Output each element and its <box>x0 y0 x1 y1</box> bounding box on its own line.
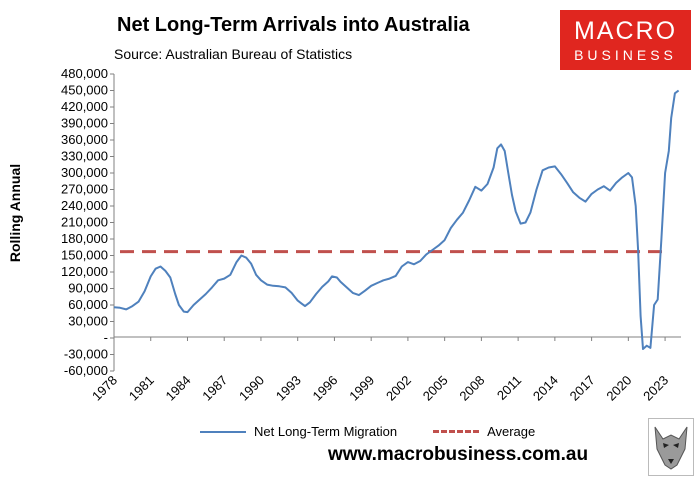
y-tick-label: 360,000 <box>61 132 108 147</box>
y-tick-label: 300,000 <box>61 165 108 180</box>
legend-swatch-line <box>200 430 246 433</box>
y-tick-label: 270,000 <box>61 182 108 197</box>
y-tick-label: 330,000 <box>61 149 108 164</box>
legend-label-average: Average <box>487 424 536 439</box>
logo-line2: BUSINESS <box>574 47 677 63</box>
legend-item-migration: Net Long-Term Migration <box>200 424 397 439</box>
y-tick-label: 150,000 <box>61 248 108 263</box>
y-tick-label: 420,000 <box>61 99 108 114</box>
macrobusiness-logo: MACRO BUSINESS <box>560 10 691 70</box>
y-tick-label: 390,000 <box>61 116 108 131</box>
chart-title: Net Long-Term Arrivals into Australia <box>117 14 470 36</box>
y-tick-label: 210,000 <box>61 215 108 230</box>
x-tick-label: 2005 <box>420 373 451 404</box>
logo-line1: MACRO <box>573 17 678 45</box>
x-tick-label: 2002 <box>383 373 414 404</box>
x-tick-label: 2020 <box>603 373 634 404</box>
legend-label-migration: Net Long-Term Migration <box>254 424 398 439</box>
website-url: www.macrobusiness.com.au <box>328 444 589 465</box>
chart-subtitle: Source: Australian Bureau of Statistics <box>114 46 353 62</box>
y-tick-label: 240,000 <box>61 198 108 213</box>
y-tick-label: 120,000 <box>61 264 108 279</box>
y-tick-label: 480,000 <box>61 66 108 81</box>
x-tick-label: 1993 <box>273 373 304 404</box>
x-tick-label: 1990 <box>236 373 267 404</box>
wolf-logo-icon <box>648 418 694 476</box>
y-tick-label: -60,000 <box>64 363 108 378</box>
x-tick-label: 1984 <box>163 373 194 404</box>
x-tick-label: 2014 <box>530 373 561 404</box>
x-tick-label: 1996 <box>309 373 340 404</box>
y-tick-label: 60,000 <box>68 297 108 312</box>
y-tick-label: 180,000 <box>61 231 108 246</box>
x-tick-label: 2011 <box>494 373 524 403</box>
x-tick-label: 2017 <box>567 373 598 404</box>
x-tick-label: 2023 <box>640 373 671 404</box>
legend-swatch-dash <box>433 430 480 433</box>
x-tick-label: 2008 <box>456 373 487 404</box>
x-tick-label: 1987 <box>199 373 230 404</box>
y-tick-label: 450,000 <box>61 83 108 98</box>
series-line-net-long-term-migration <box>113 89 680 350</box>
x-tick-label: 1981 <box>126 373 157 404</box>
y-axis-label: Rolling Annual <box>7 163 23 263</box>
y-tick-label: -30,000 <box>64 347 108 362</box>
y-tick-label: 30,000 <box>68 314 108 329</box>
legend: Net Long-Term Migration Average <box>200 424 571 439</box>
y-tick-label: 90,000 <box>68 281 108 296</box>
legend-item-average: Average <box>433 424 535 439</box>
x-tick-label: 1999 <box>346 373 377 404</box>
y-tick-label: - <box>104 330 108 345</box>
